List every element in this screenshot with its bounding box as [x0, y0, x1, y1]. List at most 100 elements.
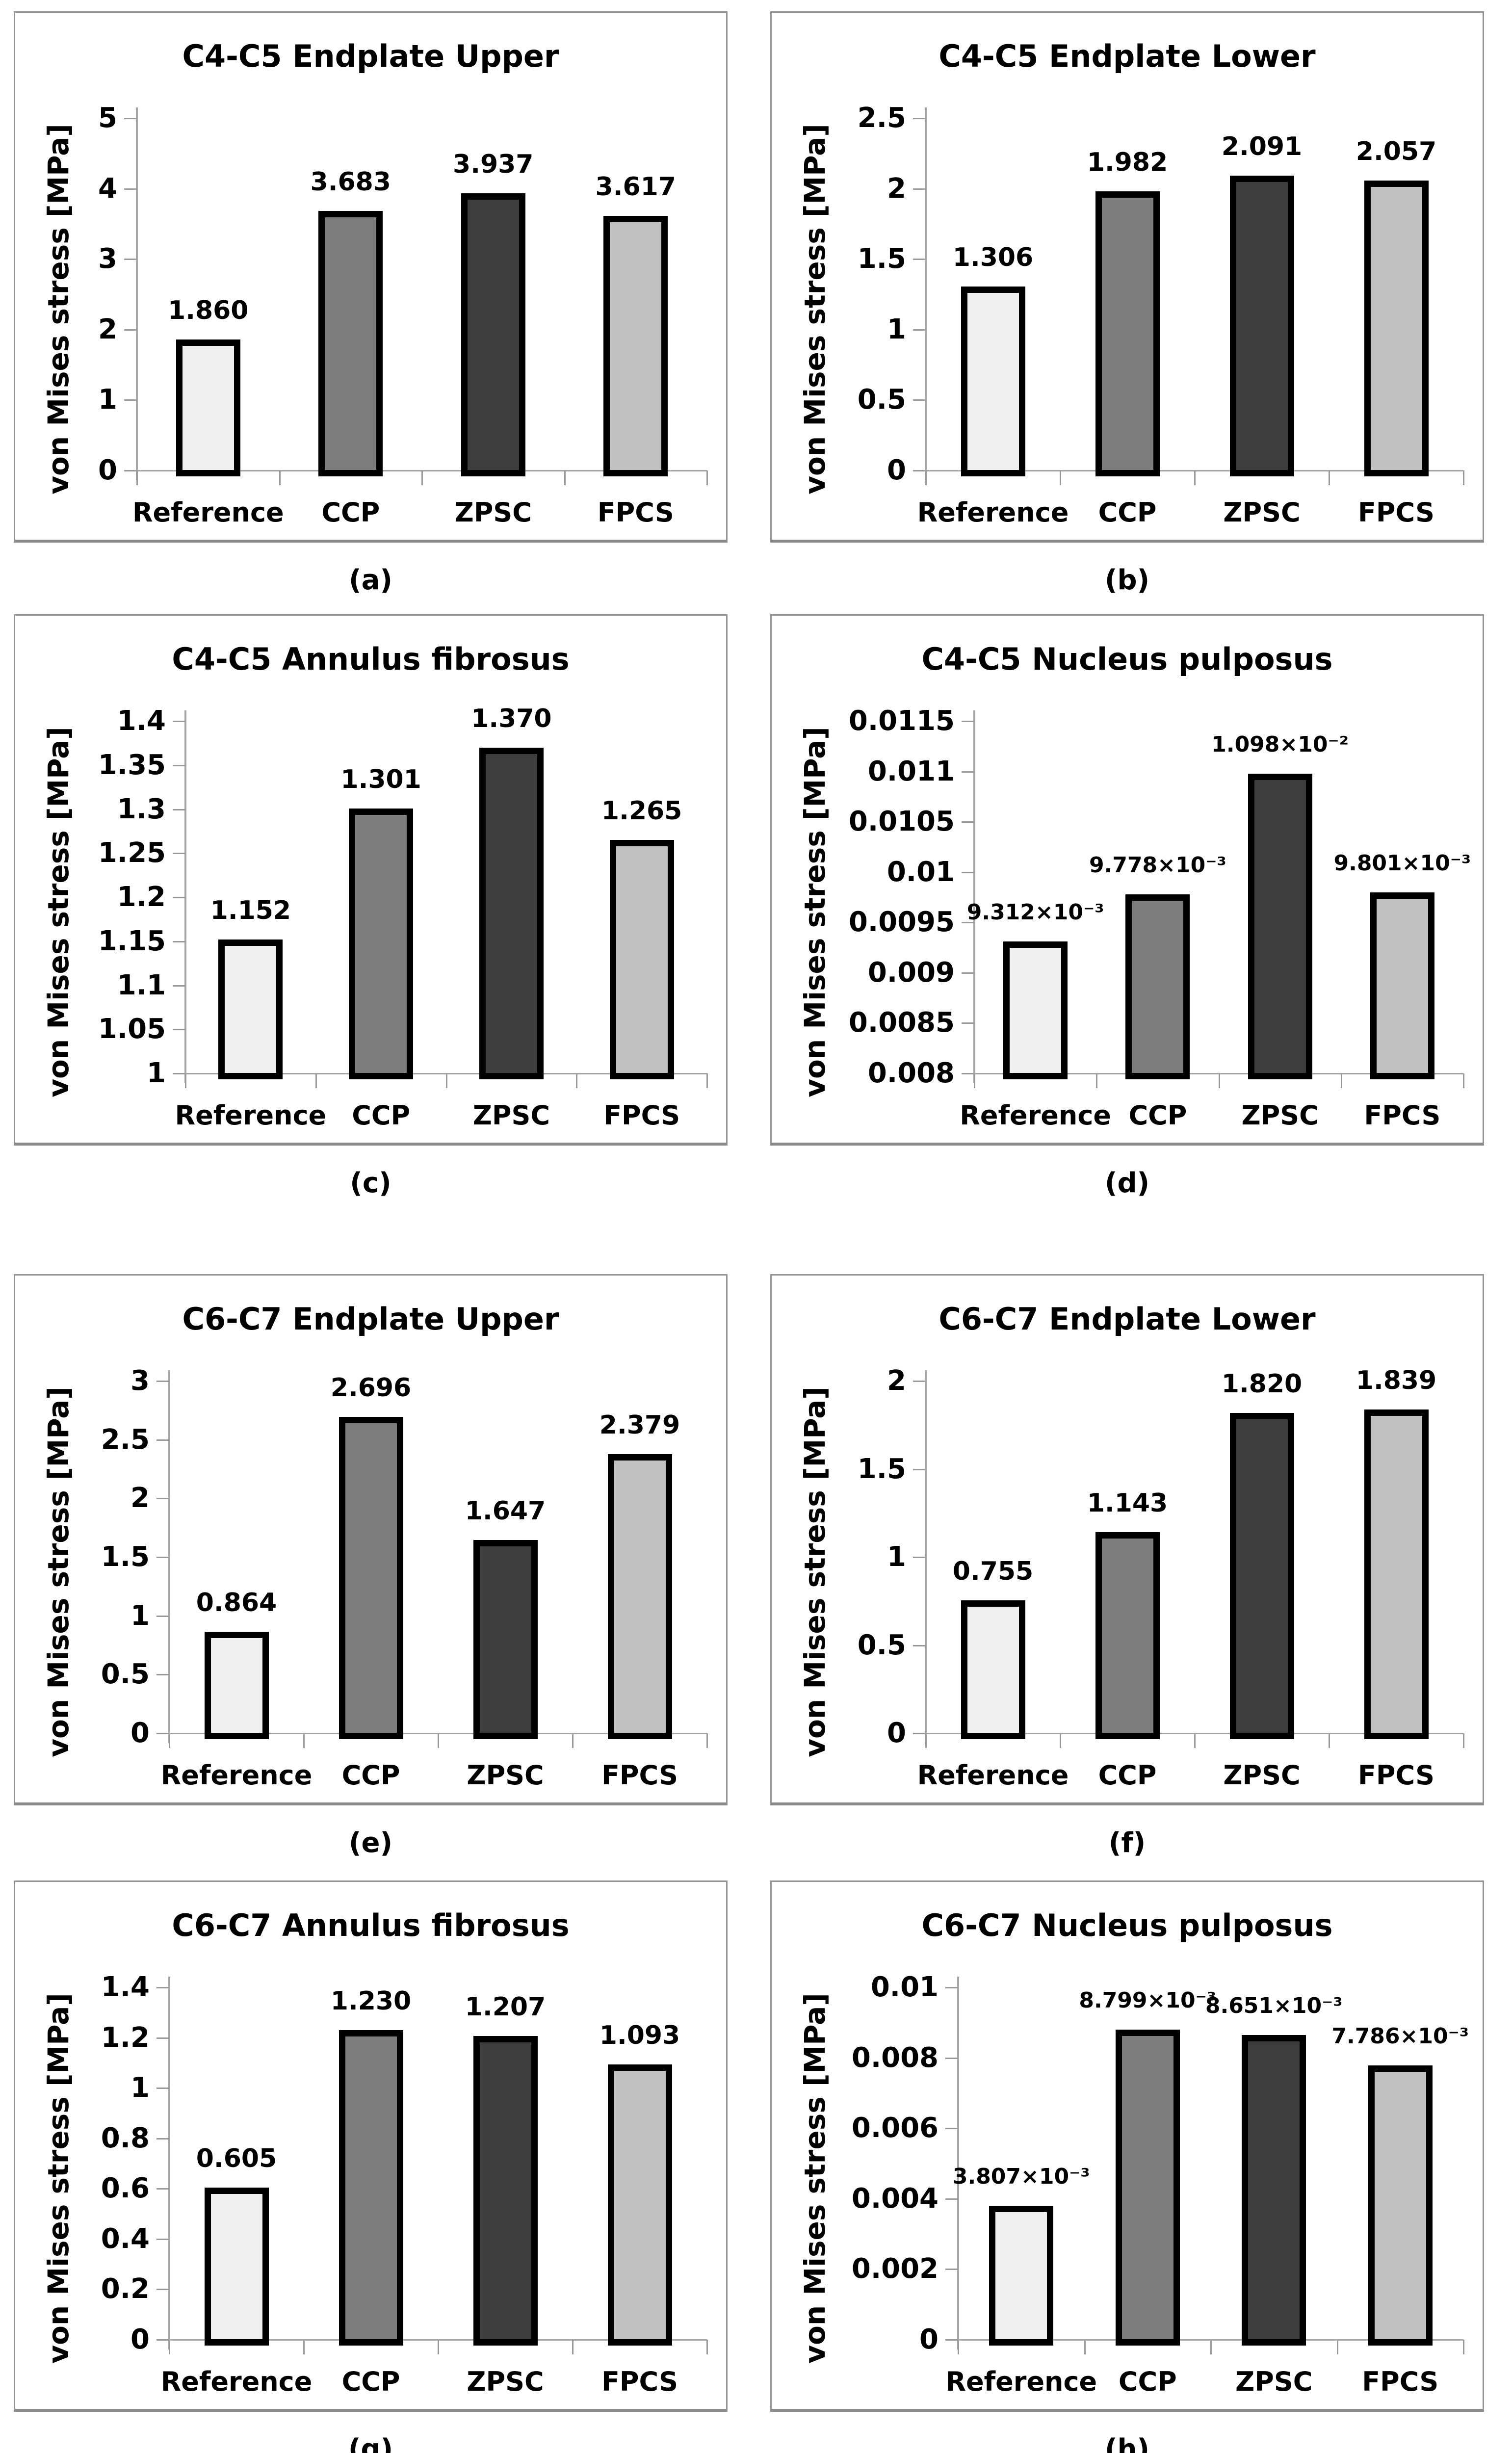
y-tick-mark [173, 721, 185, 722]
bar-value-label: 0.755 [952, 1557, 1034, 1586]
x-tick-mark [1060, 1733, 1061, 1748]
x-tick-mark [706, 1073, 708, 1088]
bar-value-label: 0.605 [196, 2144, 277, 2173]
y-tick-label: 1 [887, 313, 906, 345]
y-tick-label: 1.5 [857, 1453, 906, 1485]
bar-value-label: 1.093 [599, 2021, 680, 2050]
bar-zpsc [461, 193, 525, 476]
bar-value-label: 3.807×10⁻³ [952, 2164, 1090, 2189]
y-axis-line [136, 107, 138, 480]
bar-zpsc [1242, 2035, 1306, 2346]
x-category-label: FPCS [597, 497, 674, 528]
y-tick-label: 1.25 [98, 837, 166, 869]
bar-reference [961, 287, 1025, 476]
x-tick-mark [1336, 2340, 1338, 2354]
chart-caption: (d) [1104, 1167, 1150, 1199]
x-category-label: CCP [1118, 2366, 1177, 2397]
y-tick-mark [962, 1022, 974, 1024]
bar-value-label: 3.937 [453, 150, 534, 179]
y-tick-label: 2 [887, 1365, 906, 1397]
y-tick-mark [945, 2128, 958, 2130]
x-tick-mark [572, 2340, 574, 2354]
y-tick-label: 2 [98, 313, 117, 345]
chart-title: C4-C5 Nucleus pulposus [921, 641, 1333, 677]
y-tick-mark [913, 329, 926, 331]
x-tick-mark [1463, 2340, 1464, 2354]
bar-reference [205, 2188, 269, 2346]
y-tick-mark [124, 188, 137, 190]
y-tick-label: 1.5 [101, 1541, 150, 1573]
y-tick-mark [913, 470, 926, 471]
y-tick-label: 1.15 [98, 925, 166, 957]
chart-caption: (f) [1108, 1827, 1146, 1859]
y-tick-label: 0.4 [101, 2222, 150, 2255]
y-tick-mark [156, 1498, 169, 1500]
y-axis-line [925, 107, 927, 480]
y-tick-mark [156, 1615, 169, 1617]
y-tick-label: 0.0115 [848, 705, 955, 737]
bar-zpsc [1230, 1413, 1294, 1739]
y-tick-label: 0.008 [867, 1057, 955, 1089]
x-category-label: ZPSC [467, 1760, 544, 1791]
y-tick-mark [913, 1733, 926, 1734]
chart-cell: C6-C7 Nucleus pulposus von Mises stress … [770, 1880, 1484, 2453]
y-tick-label: 3 [98, 243, 117, 275]
x-tick-mark [303, 2340, 305, 2354]
y-tick-label: 1.35 [98, 749, 166, 781]
y-tick-label: 1 [98, 384, 117, 416]
y-tick-mark [156, 2238, 169, 2240]
bar-value-label: 7.786×10⁻³ [1331, 2024, 1469, 2049]
bar-value-label: 2.057 [1356, 137, 1437, 166]
y-tick-mark [962, 721, 974, 722]
bar-value-label: 2.696 [330, 1373, 412, 1403]
y-tick-label: 2.5 [101, 1423, 150, 1456]
y-tick-mark [962, 1073, 974, 1074]
bar-value-label: 1.143 [1087, 1488, 1168, 1518]
bar-value-label: 1.647 [465, 1496, 546, 1526]
bar-zpsc [473, 2036, 538, 2346]
chart-panel: C4-C5 Nucleus pulposus von Mises stress … [770, 614, 1484, 1146]
bar-reference [1003, 941, 1068, 1079]
y-tick-mark [945, 1987, 958, 1988]
bar-reference [218, 939, 283, 1079]
bar-zpsc [473, 1540, 538, 1739]
x-tick-mark [169, 2340, 170, 2354]
chart-cell: C4-C5 Endplate Upper von Mises stress [M… [14, 11, 728, 602]
y-axis-line [168, 1977, 170, 2349]
y-tick-label: 0.0095 [848, 906, 955, 939]
chart-cell: C4-C5 Nucleus pulposus von Mises stress … [770, 614, 1484, 1205]
y-tick-mark [945, 2057, 958, 2059]
chart-panel: C4-C5 Endplate Lower von Mises stress [M… [770, 11, 1484, 543]
x-category-label: FPCS [601, 1760, 678, 1791]
x-tick-mark [1210, 2340, 1212, 2354]
bar-value-label: 1.301 [340, 765, 421, 794]
bar-value-label: 3.683 [310, 167, 391, 197]
chart-title: C6-C7 Nucleus pulposus [921, 1907, 1333, 1943]
chart-panel: C4-C5 Endplate Upper von Mises stress [M… [14, 11, 728, 543]
x-tick-mark [303, 1733, 305, 1748]
chart-title: C4-C5 Endplate Upper [182, 38, 559, 74]
x-tick-mark [1218, 1073, 1220, 1088]
x-category-label: FPCS [1362, 2366, 1439, 2397]
y-tick-mark [173, 897, 185, 898]
y-tick-mark [913, 1644, 926, 1646]
y-tick-label: 1 [130, 1599, 150, 1632]
chart-title: C4-C5 Annulus fibrosus [172, 641, 570, 677]
bar-ccp [1116, 2030, 1180, 2346]
bar-value-label: 8.799×10⁻³ [1079, 1988, 1217, 2013]
y-tick-mark [156, 1674, 169, 1676]
y-tick-label: 1.5 [857, 243, 906, 275]
x-category-label: Reference [917, 497, 1069, 528]
x-category-label: Reference [160, 1760, 313, 1791]
y-tick-mark [913, 1381, 926, 1382]
y-axis-line [184, 710, 186, 1083]
y-tick-label: 0.2 [101, 2273, 150, 2305]
bar-fpcs [1364, 1409, 1429, 1739]
y-tick-mark [156, 1381, 169, 1382]
bar-reference [176, 339, 240, 476]
x-tick-mark [974, 1073, 975, 1088]
bar-zpsc [479, 748, 544, 1079]
y-tick-mark [173, 809, 185, 810]
x-category-label: Reference [160, 2366, 313, 2397]
x-category-label: CCP [1098, 497, 1157, 528]
